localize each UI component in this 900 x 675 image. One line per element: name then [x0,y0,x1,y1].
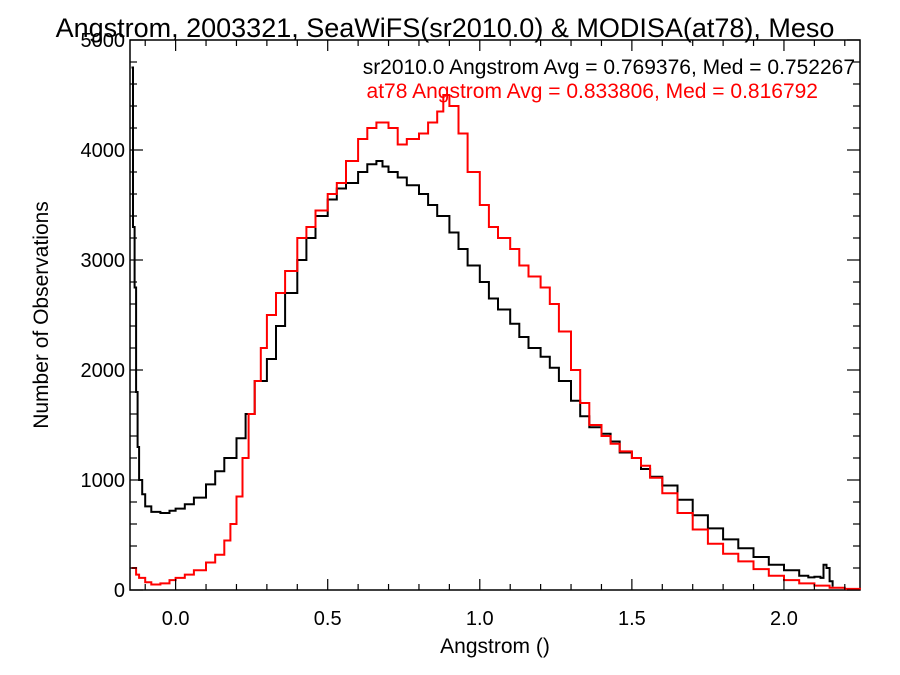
y-tick-label: 1000 [81,470,126,492]
series-line-sr2010 [131,66,834,587]
x-axis-label: Angstrom () [440,635,550,658]
x-tick-label: 2.0 [770,608,798,630]
legend-entry-red: at78 Angstrom Avg = 0.833806, Med = 0.81… [367,80,818,103]
y-tick-label: 2000 [81,360,126,382]
y-tick-label: 5000 [81,30,126,52]
legend-entry-black: sr2010.0 Angstrom Avg = 0.769376, Med = … [363,56,855,79]
y-tick-label: 0 [114,580,125,602]
plot-frame [129,39,861,591]
y-tick-label: 4000 [81,140,126,162]
x-tick-label: 1.0 [466,608,494,630]
x-tick-label: 1.5 [618,608,646,630]
chart-title: Angstrom, 2003321, SeaWiFS(sr2010.0) & M… [56,13,835,43]
y-tick-label: 3000 [81,250,126,272]
series-layer [131,66,861,590]
x-tick-label: 0.0 [162,608,190,630]
series-line-at78 [131,94,861,590]
y-axis-label: Number of Observations [30,201,53,429]
x-tick-label: 0.5 [314,608,342,630]
axis-layer: 0.0 0.5 1.0 1.5 2.0 0 1000 2000 3000 4000 5000 [81,30,860,630]
